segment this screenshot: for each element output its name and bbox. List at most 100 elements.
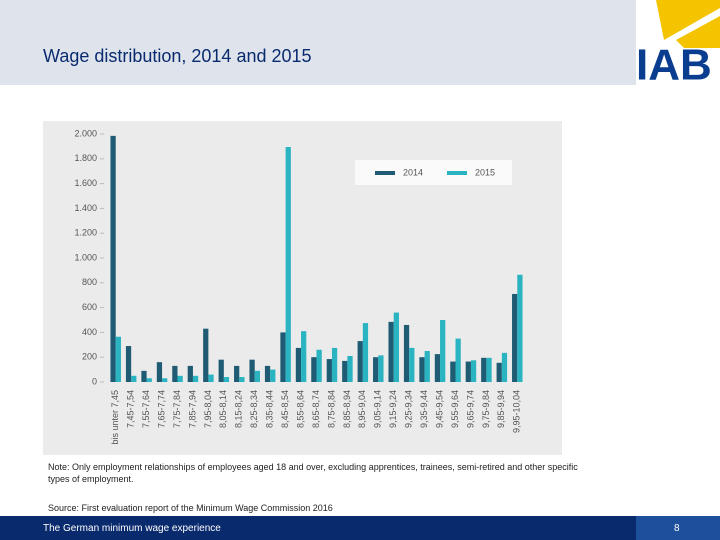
bar bbox=[424, 351, 430, 382]
y-tick-label: 1.000 bbox=[74, 252, 97, 262]
logo: IAB bbox=[636, 0, 720, 88]
bar bbox=[125, 346, 132, 382]
x-tick-label: 7,75-7,84 bbox=[172, 390, 182, 428]
x-tick-label: 9,75-9,84 bbox=[481, 390, 491, 428]
bar bbox=[131, 375, 137, 382]
bar bbox=[177, 375, 183, 382]
bar bbox=[393, 312, 399, 382]
x-tick-label: 9,65-9,74 bbox=[465, 390, 475, 428]
y-tick-label: 1.600 bbox=[74, 178, 97, 188]
bar bbox=[295, 347, 302, 382]
bar bbox=[378, 355, 384, 382]
bar bbox=[192, 375, 199, 382]
bar bbox=[347, 355, 353, 382]
legend-swatch bbox=[375, 171, 395, 175]
x-tick-label: 8,85-8,94 bbox=[342, 390, 352, 428]
bar bbox=[270, 369, 276, 382]
bar bbox=[419, 357, 425, 382]
x-tick-label: 7,85-7,94 bbox=[187, 390, 197, 428]
chart: 0 200 400 600 800 1.000 1.200 1.400 1.600 1.800 2.… bbox=[43, 121, 562, 455]
x-tick-label: 8,15-8,24 bbox=[234, 390, 244, 428]
bar bbox=[110, 135, 116, 382]
x-tick-label: 9,85-9,94 bbox=[496, 390, 506, 428]
legend-swatch bbox=[447, 171, 467, 175]
x-tick-label: 8,75-8,84 bbox=[326, 390, 336, 428]
footer-text: The German minimum wage experience bbox=[43, 523, 221, 534]
y-tick-label: 600 bbox=[82, 302, 97, 312]
footer-bar bbox=[0, 516, 636, 540]
y-tick-label: 1.800 bbox=[74, 153, 97, 163]
y-tick-label: 0 bbox=[92, 376, 97, 386]
x-tick-label: 7,55-7,64 bbox=[141, 390, 151, 428]
x-tick-label: 8,45-8,54 bbox=[280, 390, 290, 428]
bar bbox=[326, 359, 332, 382]
bar bbox=[362, 323, 369, 382]
y-tick-label: 1.200 bbox=[74, 228, 97, 238]
bar bbox=[517, 274, 523, 382]
bar bbox=[481, 357, 487, 382]
x-tick-label: 7,65-7,74 bbox=[156, 390, 166, 428]
bar bbox=[403, 324, 410, 382]
bar bbox=[455, 338, 461, 382]
bar bbox=[115, 336, 121, 382]
bar bbox=[156, 362, 163, 382]
bar bbox=[285, 147, 291, 382]
x-tick-label: 8,25-8,34 bbox=[249, 390, 259, 428]
bar bbox=[239, 377, 245, 382]
bar bbox=[234, 365, 240, 382]
bar bbox=[146, 378, 152, 382]
y-tick-label: 200 bbox=[82, 352, 97, 362]
footer-bar-right bbox=[636, 516, 720, 540]
bar bbox=[450, 361, 456, 382]
bar bbox=[501, 352, 508, 382]
bar bbox=[301, 331, 307, 382]
x-tick-label: bis unter 7,45 bbox=[110, 390, 120, 445]
header-band bbox=[0, 0, 636, 85]
bar bbox=[465, 361, 471, 382]
logo-shape bbox=[656, 0, 720, 40]
bar bbox=[470, 360, 477, 382]
y-tick-label: 2.000 bbox=[74, 128, 97, 138]
page-number: 8 bbox=[674, 523, 680, 534]
bar bbox=[208, 374, 214, 382]
bar bbox=[249, 359, 255, 382]
bar bbox=[187, 365, 193, 382]
slide-title: Wage distribution, 2014 and 2015 bbox=[43, 46, 312, 66]
bar bbox=[512, 293, 518, 382]
bar bbox=[141, 370, 147, 382]
logo-text: IAB bbox=[636, 41, 712, 88]
bar bbox=[357, 341, 363, 382]
bar bbox=[311, 357, 317, 382]
x-tick-label: 8,55-8,64 bbox=[295, 390, 305, 428]
bar bbox=[496, 362, 502, 382]
x-tick-label: 9,15-9,24 bbox=[388, 390, 398, 428]
x-tick-label: 9,45-9,54 bbox=[434, 390, 444, 428]
bar bbox=[388, 321, 394, 382]
x-tick-label: 9,05-9,14 bbox=[373, 390, 383, 428]
x-tick-label: 8,35-8,44 bbox=[265, 390, 275, 428]
x-tick-label: 9,95-10,04 bbox=[512, 390, 522, 433]
y-tick-label: 400 bbox=[82, 327, 97, 337]
bar bbox=[434, 354, 441, 382]
bar bbox=[264, 365, 271, 382]
bar bbox=[280, 332, 286, 382]
logo-shape bbox=[676, 16, 720, 48]
bar bbox=[172, 365, 178, 382]
source: Source: First evaluation report of the M… bbox=[48, 503, 333, 513]
x-tick-label: 9,25-9,34 bbox=[404, 390, 414, 428]
x-tick-label: 7,95-8,04 bbox=[203, 390, 213, 428]
bar bbox=[223, 377, 230, 382]
bar bbox=[486, 357, 492, 382]
x-tick-label: 8,05-8,14 bbox=[218, 390, 228, 428]
bar bbox=[331, 347, 338, 382]
y-tick-label: 800 bbox=[82, 277, 97, 287]
x-tick-label: 9,55-9,64 bbox=[450, 390, 460, 428]
legend-label: 2015 bbox=[475, 167, 495, 177]
x-tick-label: 9,35-9,44 bbox=[419, 390, 429, 428]
x-tick-label: 8,65-8,74 bbox=[311, 390, 321, 428]
note: Note: Only employment relationships of e… bbox=[48, 462, 578, 484]
bar bbox=[440, 320, 446, 382]
bar bbox=[203, 328, 209, 382]
bar bbox=[218, 359, 224, 382]
